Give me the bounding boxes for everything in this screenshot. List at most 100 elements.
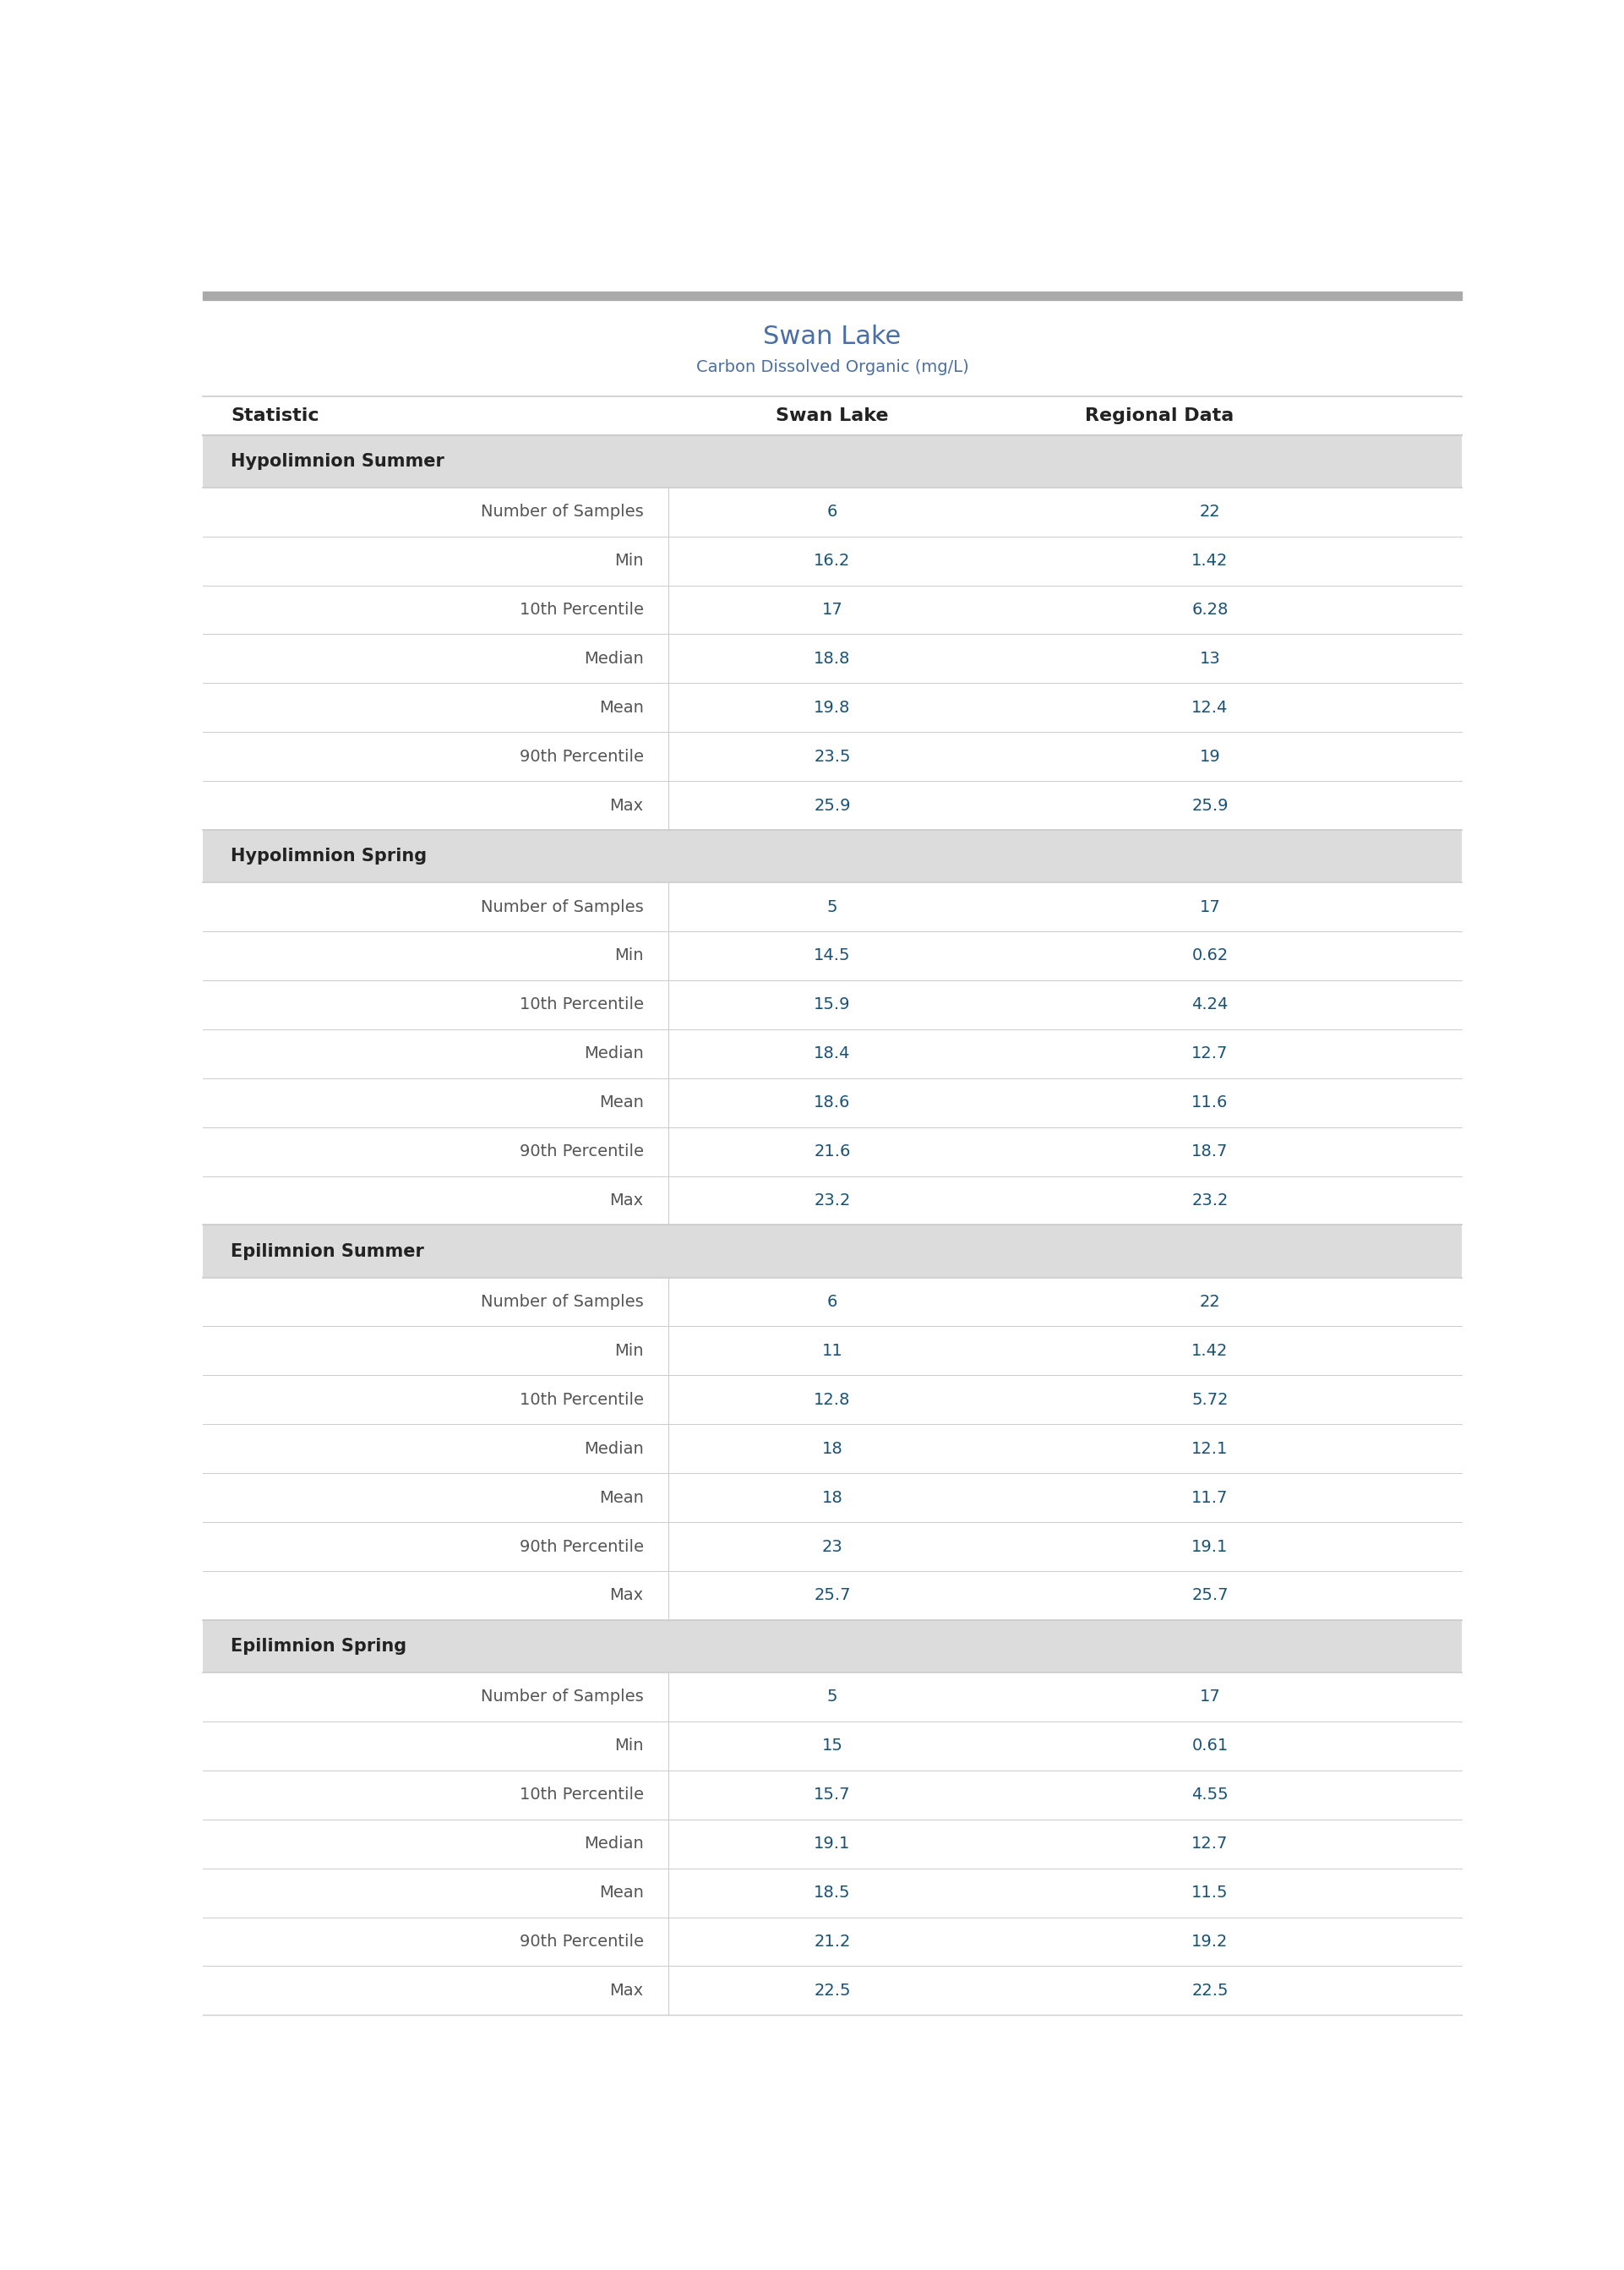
Text: Mean: Mean <box>599 1094 643 1110</box>
Text: 22: 22 <box>1200 504 1220 520</box>
Text: 16.2: 16.2 <box>814 554 851 570</box>
Text: Swan Lake: Swan Lake <box>763 325 901 350</box>
Text: 15.9: 15.9 <box>814 997 851 1012</box>
Text: Median: Median <box>583 1836 643 1852</box>
Text: 90th Percentile: 90th Percentile <box>520 1144 643 1160</box>
Text: Max: Max <box>609 797 643 813</box>
Bar <box>203 931 1462 981</box>
Bar <box>203 1423 1462 1473</box>
Text: Statistic: Statistic <box>231 406 318 424</box>
Text: Mean: Mean <box>599 699 643 715</box>
Text: 17: 17 <box>822 602 843 617</box>
Text: Number of Samples: Number of Samples <box>481 1689 643 1705</box>
Text: Regional Data: Regional Data <box>1085 406 1234 424</box>
Bar <box>203 1128 1462 1176</box>
Text: 19.2: 19.2 <box>1192 1934 1228 1950</box>
Text: 19.1: 19.1 <box>1192 1539 1228 1555</box>
Bar <box>203 883 1462 931</box>
Bar <box>203 1621 1462 1673</box>
Text: 23.2: 23.2 <box>814 1192 851 1208</box>
Bar <box>203 1028 1462 1078</box>
Text: Max: Max <box>609 1587 643 1603</box>
Text: 25.9: 25.9 <box>1192 797 1228 813</box>
Text: 5.72: 5.72 <box>1192 1392 1228 1407</box>
Text: Mean: Mean <box>599 1489 643 1505</box>
Text: 22.5: 22.5 <box>814 1982 851 1998</box>
Bar <box>203 586 1462 633</box>
Text: Epilimnion Spring: Epilimnion Spring <box>231 1637 406 1655</box>
Text: 23: 23 <box>822 1539 843 1555</box>
Bar <box>203 488 1462 536</box>
Text: 25.7: 25.7 <box>1192 1587 1228 1603</box>
Text: Carbon Dissolved Organic (mg/L): Carbon Dissolved Organic (mg/L) <box>697 359 968 375</box>
Text: Mean: Mean <box>599 1884 643 1900</box>
Text: Min: Min <box>614 949 643 965</box>
Bar <box>203 1176 1462 1226</box>
Bar <box>203 1078 1462 1128</box>
Text: 15.7: 15.7 <box>814 1786 851 1802</box>
Bar <box>203 831 1462 883</box>
Bar <box>203 1868 1462 1918</box>
Bar <box>203 1966 1462 2016</box>
Text: 21.6: 21.6 <box>814 1144 851 1160</box>
Text: 19.8: 19.8 <box>814 699 851 715</box>
Text: 10th Percentile: 10th Percentile <box>520 1392 643 1407</box>
Bar <box>203 436 1462 488</box>
Text: Swan Lake: Swan Lake <box>776 406 888 424</box>
Text: 25.7: 25.7 <box>814 1587 851 1603</box>
Text: 0.62: 0.62 <box>1192 949 1228 965</box>
Text: Hypolimnion Summer: Hypolimnion Summer <box>231 452 445 470</box>
Text: Median: Median <box>583 1046 643 1062</box>
Bar <box>203 1376 1462 1423</box>
Text: 12.1: 12.1 <box>1192 1441 1228 1457</box>
Text: 13: 13 <box>1200 651 1220 667</box>
Text: 17: 17 <box>1200 1689 1220 1705</box>
Bar <box>203 683 1462 733</box>
Text: Min: Min <box>614 1739 643 1755</box>
Text: 18: 18 <box>822 1489 843 1505</box>
Text: 11.7: 11.7 <box>1192 1489 1228 1505</box>
Text: 18.8: 18.8 <box>814 651 851 667</box>
Text: 23.2: 23.2 <box>1192 1192 1228 1208</box>
Text: 12.4: 12.4 <box>1192 699 1228 715</box>
Text: 12.8: 12.8 <box>814 1392 851 1407</box>
Text: 6: 6 <box>827 1294 838 1310</box>
Text: 18.7: 18.7 <box>1192 1144 1228 1160</box>
Text: 10th Percentile: 10th Percentile <box>520 1786 643 1802</box>
Text: 15: 15 <box>822 1739 843 1755</box>
Bar <box>203 781 1462 831</box>
Bar <box>203 733 1462 781</box>
Text: 6.28: 6.28 <box>1192 602 1228 617</box>
Bar <box>203 1818 1462 1868</box>
Bar <box>203 1771 1462 1818</box>
Text: Epilimnion Summer: Epilimnion Summer <box>231 1242 424 1260</box>
Text: 11.5: 11.5 <box>1192 1884 1228 1900</box>
Text: 18.5: 18.5 <box>814 1884 851 1900</box>
Text: 5: 5 <box>827 1689 838 1705</box>
Text: 22.5: 22.5 <box>1192 1982 1228 1998</box>
Text: 1.42: 1.42 <box>1192 554 1228 570</box>
Text: 90th Percentile: 90th Percentile <box>520 1934 643 1950</box>
Text: 18.4: 18.4 <box>814 1046 851 1062</box>
Text: 18.6: 18.6 <box>814 1094 851 1110</box>
Text: 4.24: 4.24 <box>1192 997 1228 1012</box>
Text: 19: 19 <box>1200 749 1220 765</box>
Text: 11: 11 <box>822 1344 843 1360</box>
Text: 25.9: 25.9 <box>814 797 851 813</box>
Text: 4.55: 4.55 <box>1192 1786 1228 1802</box>
Bar <box>203 1918 1462 1966</box>
Text: Number of Samples: Number of Samples <box>481 899 643 915</box>
Bar <box>203 1226 1462 1278</box>
Text: 10th Percentile: 10th Percentile <box>520 997 643 1012</box>
Text: 1.42: 1.42 <box>1192 1344 1228 1360</box>
Bar <box>203 291 1462 300</box>
Text: 22: 22 <box>1200 1294 1220 1310</box>
Bar <box>203 1571 1462 1621</box>
Text: 0.61: 0.61 <box>1192 1739 1228 1755</box>
Text: 5: 5 <box>827 899 838 915</box>
Text: Median: Median <box>583 1441 643 1457</box>
Text: Max: Max <box>609 1192 643 1208</box>
Bar <box>203 1278 1462 1326</box>
Text: 11.6: 11.6 <box>1192 1094 1228 1110</box>
Bar <box>203 981 1462 1028</box>
